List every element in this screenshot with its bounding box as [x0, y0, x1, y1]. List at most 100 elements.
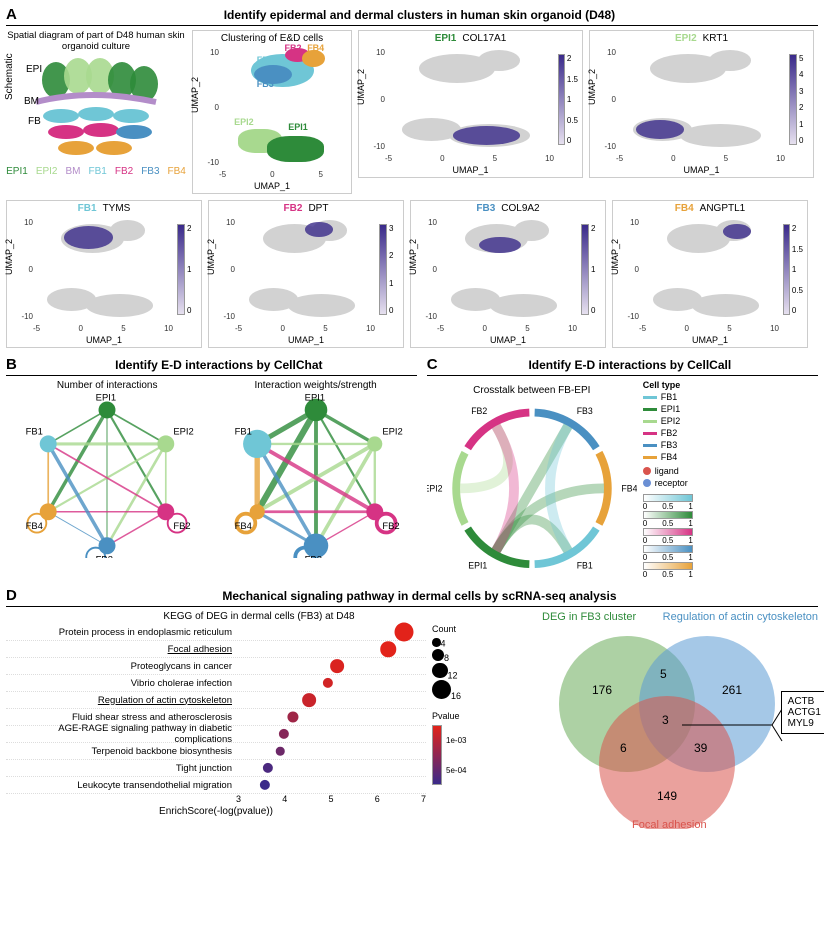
pvalue-bar — [432, 725, 442, 785]
panel-c-title: Identify E-D interactions by CellCall — [442, 358, 818, 372]
network-weight: Interaction weights/strength EPI1EPI2FB2… — [214, 380, 416, 561]
svg-text:EPI1: EPI1 — [468, 561, 487, 571]
legend-FB2: FB2 — [115, 166, 133, 177]
scale-bar-FB1: 00.51 — [643, 494, 693, 511]
venn-callout: ACTB ACTG1 MYL9 — [781, 691, 824, 734]
svg-text:FB1: FB1 — [234, 425, 251, 436]
kegg-row: Focal adhesion — [6, 641, 426, 658]
panel-d-label: D — [6, 587, 17, 604]
scale-bar-FB2: 00.51 — [643, 528, 693, 545]
kegg-xlabel: EnrichScore(-log(pvalue)) — [6, 806, 426, 817]
panel-a: A Identify epidermal and dermal clusters… — [6, 6, 818, 348]
scale-bar-EPI1: 00.51 — [643, 511, 693, 528]
fb-layer: FB — [28, 107, 152, 155]
svg-text:FB4: FB4 — [234, 520, 251, 531]
kegg-row: Proteoglycans in cancer — [6, 658, 426, 675]
kegg-plot: Protein process in endoplasmic reticulum… — [6, 624, 426, 817]
kegg-dot — [278, 729, 288, 739]
legend-item-FB2: FB2 — [643, 428, 693, 438]
venn-n-red: 149 — [657, 789, 677, 803]
panel-b-header: B Identify E-D interactions by CellChat — [6, 356, 417, 376]
chord-box: Crosstalk between FB-EPI FB3FB4FB1EPI1EP… — [427, 385, 637, 574]
feat-cluster-label: FB4 — [675, 203, 694, 214]
legend-item-FB4: FB4 — [643, 452, 693, 462]
cluster-umap: Clustering of E&D cells UMAP_2 100-10 FB… — [192, 30, 352, 194]
cluster-ylab: UMAP_2 — [190, 76, 200, 112]
feature-plot-COL9A2: FB3COL9A2UMAP_2100-10-50510210UMAP_1 — [410, 200, 606, 348]
schematic-svg: EPI BM FB — [6, 54, 176, 164]
legend-dot-ligand: ligand — [643, 466, 693, 476]
kegg-title: KEGG of DEG in dermal cells (FB3) at D48 — [6, 611, 512, 622]
svg-text:FB4: FB4 — [621, 483, 637, 493]
kegg-dot — [263, 763, 273, 773]
feature-plot-ANGPTL1: FB4ANGPTL1UMAP_2100-10-5051021.510.50UMA… — [612, 200, 808, 348]
panel-b-title: Identify E-D interactions by CellChat — [21, 358, 417, 372]
feat-cluster-label: FB1 — [78, 203, 97, 214]
svg-text:FB2: FB2 — [382, 520, 399, 531]
schematic-caption: Spatial diagram of part of D48 human ski… — [6, 30, 186, 52]
feat-gene-label: COL17A1 — [462, 33, 506, 44]
panel-c: C Identify E-D interactions by CellCall … — [427, 356, 818, 579]
svg-text:FB2: FB2 — [174, 520, 191, 531]
feat-cluster-label: EPI1 — [435, 33, 457, 44]
network-svg-1: EPI1EPI2FB2FB3FB4FB1 — [12, 393, 202, 558]
panel-b-label: B — [6, 356, 17, 373]
schematic-legend: EPI1EPI2BMFB1FB2FB3FB4 — [6, 166, 186, 177]
feat-gene-label: TYMS — [103, 203, 131, 214]
kegg-dot — [276, 747, 285, 756]
cluster-xticks: -505 — [219, 170, 323, 179]
kegg-term-label: Terpenoid backbone biosynthesis — [6, 746, 236, 757]
gene-1: ACTG1 — [788, 707, 821, 718]
kegg-row: Leukocyte transendothelial migration — [6, 777, 426, 794]
feat-gene-label: KRT1 — [703, 33, 728, 44]
panel-c-legend: Cell type FB1EPI1EPI2FB2FB3FB4 ligandrec… — [643, 380, 693, 579]
panel-d-title: Mechanical signaling pathway in dermal c… — [21, 589, 818, 603]
scale-bar-FB3: 00.51 — [643, 545, 693, 562]
figure-root: A Identify epidermal and dermal clusters… — [0, 0, 824, 837]
kegg-dot — [323, 678, 333, 688]
kegg-term-label: Focal adhesion — [6, 644, 236, 655]
count-legend-label: Count — [432, 624, 512, 634]
panel-a-title: Identify epidermal and dermal clusters i… — [21, 8, 818, 22]
legend-item-EPI1: EPI1 — [643, 404, 693, 414]
legend-FB3: FB3 — [141, 166, 159, 177]
chord-subtitle: Crosstalk between FB-EPI — [427, 385, 637, 396]
svg-text:EPI1: EPI1 — [96, 393, 116, 403]
feature-plot-KRT1: EPI2KRT1UMAP_2100-10-50510543210UMAP_1 — [589, 30, 814, 178]
legend-dot-receptor: receptor — [643, 478, 693, 488]
svg-text:EPI2: EPI2 — [427, 483, 443, 493]
schematic-box: Spatial diagram of part of D48 human ski… — [6, 30, 186, 194]
network-weight-title: Interaction weights/strength — [214, 380, 416, 391]
fb-text: FB — [28, 116, 41, 127]
legend-item-FB3: FB3 — [643, 440, 693, 450]
legend-FB4: FB4 — [168, 166, 186, 177]
svg-text:EPI2: EPI2 — [174, 425, 194, 436]
network-svg-2: EPI1EPI2FB2FB3FB4FB1 — [221, 393, 411, 558]
bm-text: BM — [24, 96, 39, 107]
feat-cluster-label: EPI2 — [675, 33, 697, 44]
epi-text: EPI — [26, 64, 42, 75]
kegg-dot — [259, 780, 269, 790]
venn-n-br: 39 — [694, 741, 707, 755]
panel-c-header: C Identify E-D interactions by CellCall — [427, 356, 818, 376]
kegg-term-label: Leukocyte transendothelial migration — [6, 780, 236, 791]
kegg-legend: Count 481216 Pvalue 1e-035e-04 — [432, 624, 512, 817]
legend-c-title: Cell type — [643, 380, 693, 390]
svg-text:FB3: FB3 — [96, 554, 113, 558]
feat-gene-label: ANGPTL1 — [700, 203, 746, 214]
panel-a-header: A Identify epidermal and dermal clusters… — [6, 6, 818, 26]
feature-plot-DPT: FB2DPTUMAP_2100-10-505103210UMAP_1 — [208, 200, 404, 348]
feature-row-1: EPI1COL17A1UMAP_2100-10-5051021.510.50UM… — [358, 30, 818, 194]
venn-n-all: 3 — [662, 713, 669, 727]
svg-text:FB1: FB1 — [26, 425, 43, 436]
kegg-row: Vibrio cholerae infection — [6, 675, 426, 692]
panel-a-label: A — [6, 6, 17, 23]
scale-bar-FB4: 00.51 — [643, 562, 693, 579]
venn-n-gr: 6 — [620, 741, 627, 755]
svg-text:EPI1: EPI1 — [304, 393, 324, 403]
legend-FB1: FB1 — [89, 166, 107, 177]
svg-text:FB2: FB2 — [471, 406, 487, 416]
feature-plot-TYMS: FB1TYMSUMAP_2100-10-50510210UMAP_1 — [6, 200, 202, 348]
kegg-row: Protein process in endoplasmic reticulum — [6, 624, 426, 641]
feat-gene-label: DPT — [308, 203, 328, 214]
